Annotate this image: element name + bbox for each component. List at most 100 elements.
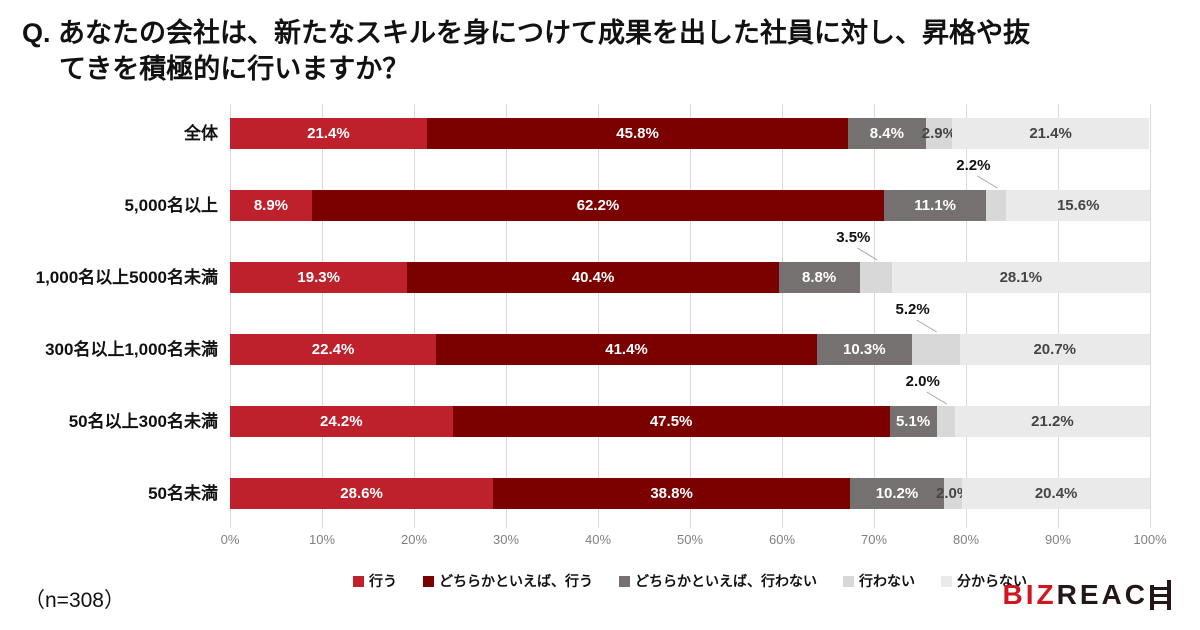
legend-item: 行わない <box>843 571 915 591</box>
bar-track: 21.4% 45.8% 8.4% 2.9% 21.4% <box>230 118 1150 149</box>
bar-segment: 47.5% <box>452 406 890 437</box>
bar-segment: 10.3% <box>816 334 912 365</box>
category-label: 全体 <box>184 124 218 143</box>
bar-segment: 8.8% <box>778 262 860 293</box>
x-axis: 0% 10% 20% 30% 40% 50% 60% 70% 80% 90% 100% <box>221 532 1167 552</box>
bar-segment: 5.1% <box>889 406 937 437</box>
bar-segment: 21.4% <box>230 118 427 149</box>
bar-segment: 22.4% <box>230 334 437 365</box>
x-tick-label: 0% <box>220 532 240 547</box>
legend-label: どちらかといえば、行う <box>439 573 593 589</box>
bar-segment <box>911 334 960 365</box>
legend-swatch <box>423 575 434 587</box>
bizreach-logo: BIZ REAC <box>1003 580 1172 610</box>
segment-value-label: 19.3% <box>297 269 340 286</box>
bar-segment: 8.9% <box>230 190 312 221</box>
segment-value-label: 21.2% <box>1031 413 1074 430</box>
bar-track: 8.9% 62.2% 11.1% 15.6% <box>230 190 1150 221</box>
segment-value-label: 10.2% <box>875 485 919 502</box>
category-label: 5,000名以上 <box>124 196 218 215</box>
x-tick-label: 50% <box>676 532 704 547</box>
category-label: 1,000名以上5000名未満 <box>35 268 218 287</box>
gridline <box>782 104 783 528</box>
segment-value-label: 5.1% <box>895 413 931 430</box>
gridline <box>1058 104 1059 528</box>
legend-swatch <box>353 575 364 587</box>
bar-row: 全体 21.4% 45.8% 8.4% 2.9% 21.4% <box>0 104 1150 176</box>
gridline <box>874 104 875 528</box>
segment-value-label: 20.4% <box>1034 485 1078 502</box>
segment-value-label: 10.3% <box>843 341 886 358</box>
legend-swatch <box>843 575 854 587</box>
segment-value-label: 41.4% <box>605 341 648 358</box>
segment-value-label: 28.6% <box>340 485 383 502</box>
segment-value-label: 11.1% <box>914 197 957 214</box>
gridline <box>322 104 323 528</box>
segment-value-label: 45.8% <box>616 125 659 142</box>
bar-segment: 40.4% <box>407 262 779 293</box>
gridline <box>1150 104 1151 528</box>
segment-value-label: 40.4% <box>571 269 615 286</box>
bar-row: 50名未満 28.6% 38.8% 10.2% 2.0% 20.4% <box>0 464 1150 536</box>
x-tick-label: 40% <box>584 532 612 547</box>
bar-row: 300名以上1,000名未満 22.4% 41.4% 10.3% 20.7% <box>0 320 1150 392</box>
segment-value-label: 2.0% <box>935 485 971 502</box>
segment-value-label: 24.2% <box>320 413 363 430</box>
segment-value-label: 21.4% <box>307 125 350 142</box>
segment-value-label: 8.8% <box>802 269 837 286</box>
gridline <box>966 104 967 528</box>
bar-segment: 38.8% <box>493 478 851 509</box>
legend: 行う どちらかといえば、行う どちらかといえば、行わない 行わない 分からない <box>230 571 1150 591</box>
x-tick-label: 20% <box>400 532 428 547</box>
segment-value-label: 38.8% <box>650 485 693 502</box>
bar-segment: 2.0% <box>936 478 970 509</box>
bar-segment <box>936 406 955 437</box>
segment-value-label: 28.1% <box>999 269 1043 286</box>
legend-item: どちらかといえば、行わない <box>619 571 817 591</box>
legend-item: どちらかといえば、行う <box>423 571 593 591</box>
bar-row: 50名以上300名未満 24.2% 47.5% 5.1% 21.2% <box>0 392 1150 464</box>
bar-segment: 8.4% <box>848 118 926 149</box>
bar-segment: 15.6% <box>1006 190 1150 221</box>
logo-text-dark: REAC <box>1056 579 1148 610</box>
legend-label: 行う <box>369 573 397 589</box>
bar-rows: 全体 21.4% 45.8% 8.4% 2.9% 21.4% 5,000名以上 8.9% 62.… <box>0 104 1150 536</box>
segment-value-label: 2.9% <box>921 125 956 142</box>
legend-swatch <box>941 575 952 587</box>
x-tick-label: 10% <box>308 532 336 547</box>
segment-value-label: 15.6% <box>1056 197 1100 214</box>
bar-segment <box>859 262 892 293</box>
x-tick-label: 30% <box>492 532 520 547</box>
bar-segment: 41.4% <box>436 334 817 365</box>
bar-segment: 20.4% <box>962 478 1150 509</box>
gridline <box>690 104 691 528</box>
bar-segment: 11.1% <box>884 190 987 221</box>
bar-track: 28.6% 38.8% 10.2% 2.0% 20.4% <box>230 478 1150 509</box>
bar-track: 19.3% 40.4% 8.8% 28.1% <box>230 262 1150 293</box>
bar-segment: 24.2% <box>230 406 453 437</box>
x-tick-label: 60% <box>768 532 796 547</box>
segment-value-label: 8.9% <box>253 197 289 214</box>
gridlines <box>230 104 1151 528</box>
bar-segment <box>986 190 1007 221</box>
bar-segment: 20.7% <box>959 334 1150 365</box>
bar-segment: 10.2% <box>850 478 944 509</box>
logo-text-red: BIZ <box>1002 579 1057 610</box>
segment-value-label: 21.4% <box>1029 125 1072 142</box>
bar-segment: 62.2% <box>311 190 885 221</box>
bar-segment: 28.1% <box>891 262 1150 293</box>
sample-size-note: （n=308） <box>24 589 125 612</box>
segment-value-label: 47.5% <box>649 413 693 430</box>
bar-track: 22.4% 41.4% 10.3% 20.7% <box>230 334 1150 365</box>
legend-item: 行う <box>353 571 397 591</box>
x-tick-label: 90% <box>1044 532 1072 547</box>
gridline <box>598 104 599 528</box>
bar-segment: 45.8% <box>426 118 849 149</box>
bar-segment: 19.3% <box>230 262 408 293</box>
bar-segment: 21.4% <box>952 118 1150 149</box>
gridline <box>414 104 415 528</box>
bar-segment: 2.9% <box>922 118 956 149</box>
bar-row: 1,000名以上5000名未満 19.3% 40.4% 8.8% 28.1% <box>0 248 1150 320</box>
segment-value-label: 62.2% <box>576 197 620 214</box>
chart-title-line1: Q. あなたの会社は、新たなスキルを身につけて成果を出した社員に対し、昇格や抜 <box>22 18 1031 48</box>
